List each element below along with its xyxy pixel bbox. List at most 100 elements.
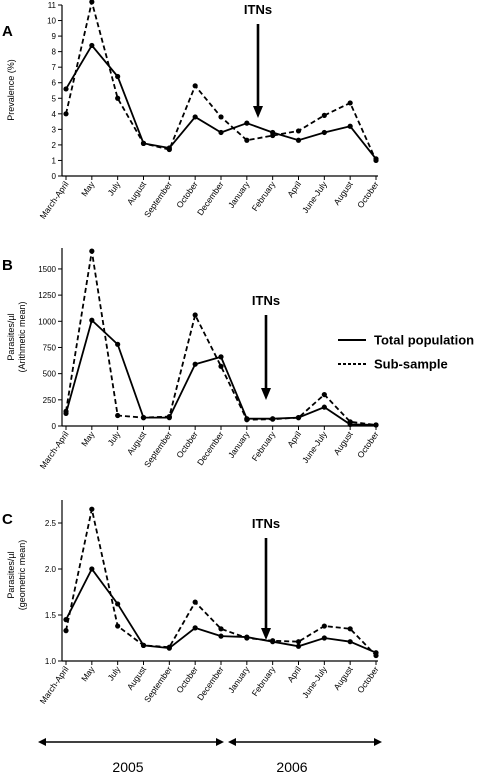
x-tick-label: August [331, 429, 355, 457]
data-point [218, 633, 224, 639]
y-tick-label: 2.5 [45, 519, 57, 528]
x-tick-label: July [105, 429, 122, 448]
y-tick-label: 0 [52, 172, 57, 181]
year-2005-arrow-head-left [38, 738, 46, 746]
data-point [192, 599, 198, 605]
x-tick-label: April [285, 429, 303, 449]
y-axis-label: Prevalence (%) [6, 59, 16, 121]
x-tick-label: May [79, 664, 97, 684]
panel-letter: A [2, 23, 13, 40]
data-point [347, 626, 353, 632]
data-point [295, 128, 302, 134]
y-tick-label: 8 [52, 48, 57, 57]
panel-letter: B [2, 257, 13, 274]
data-point [89, 42, 95, 49]
data-point [140, 642, 147, 648]
itns-label: ITNs [244, 2, 272, 17]
x-tick-label: October [174, 429, 200, 460]
legend: Total population Sub-sample [338, 333, 474, 372]
data-point [63, 408, 69, 414]
data-point [140, 415, 147, 421]
data-point [192, 361, 198, 367]
data-point [89, 566, 95, 572]
data-point [115, 412, 121, 419]
x-tick-label: August [331, 664, 355, 692]
data-point [321, 391, 327, 398]
data-point [218, 363, 224, 369]
data-point [115, 601, 121, 607]
y-tick-label: 1500 [38, 265, 56, 274]
y-tick-label: 10 [47, 17, 56, 26]
x-tick-label: March-April [38, 664, 71, 705]
y-tick-label: 1000 [38, 317, 56, 326]
y-tick-label: 7 [52, 63, 57, 72]
y-tick-label: 6 [52, 79, 57, 88]
y-tick-label: 2 [52, 141, 57, 150]
data-point [218, 354, 224, 360]
panel-letter: C [2, 511, 13, 528]
data-point [270, 132, 276, 139]
year-label: 2005 [112, 759, 143, 774]
x-tick-label: July [105, 179, 122, 198]
data-point [244, 635, 250, 641]
year-2005-arrow-head-right [216, 738, 224, 746]
data-point [295, 415, 302, 421]
data-point [295, 643, 302, 649]
data-point [347, 123, 353, 129]
x-tick-label: January [226, 179, 252, 210]
y-tick-label: 3 [52, 125, 57, 134]
y-tick-label: 1.5 [45, 611, 57, 620]
y-tick-label: 11 [48, 1, 57, 10]
data-point [63, 628, 69, 634]
x-tick-label: June-July [300, 179, 329, 215]
data-point [347, 639, 353, 645]
x-tick-label: July [105, 664, 122, 683]
y-axis-label-line: (geometric mean) [17, 540, 27, 611]
data-point [115, 73, 121, 80]
x-tick-label: June-July [300, 664, 329, 700]
x-tick-label: August [125, 664, 149, 692]
x-tick-label: April [285, 179, 303, 199]
data-point [218, 114, 224, 120]
data-point [63, 86, 69, 92]
y-tick-label: 1250 [38, 291, 56, 300]
x-tick-label: February [250, 429, 278, 463]
data-point [321, 635, 327, 641]
data-point [321, 112, 327, 118]
data-point [166, 146, 172, 153]
data-point [347, 419, 353, 425]
x-tick-label: October [174, 179, 200, 210]
y-axis-label-line: Parasites/µl [6, 313, 16, 360]
data-point [115, 341, 121, 347]
data-point [192, 312, 198, 318]
series-line-solid [65, 43, 377, 160]
year-2006-arrow-head-right [374, 738, 382, 746]
legend-label: Sub-sample [374, 357, 448, 372]
x-tick-label: February [250, 179, 278, 213]
series-line-solid [65, 567, 377, 654]
data-point [347, 100, 353, 106]
data-point [89, 0, 95, 5]
data-point [270, 638, 276, 644]
y-tick-label: 9 [52, 32, 57, 41]
x-tick-label: May [79, 429, 97, 449]
data-point [115, 623, 121, 629]
series-line-solid [65, 318, 377, 426]
legend-label: Total population [374, 333, 474, 348]
x-tick-label: January [226, 429, 252, 460]
itns-arrow-head [253, 106, 263, 118]
y-tick-label: 2.0 [45, 565, 57, 574]
data-point [192, 625, 198, 631]
y-tick-label: 4 [52, 110, 57, 119]
data-point [115, 95, 121, 101]
series-line-dashed [65, 1, 377, 161]
y-tick-label: 0 [52, 422, 57, 431]
data-point [295, 639, 302, 645]
data-point [166, 413, 172, 420]
x-tick-label: August [125, 179, 149, 207]
y-tick-label: 250 [43, 396, 57, 405]
data-point [321, 129, 327, 136]
data-point [89, 506, 95, 512]
